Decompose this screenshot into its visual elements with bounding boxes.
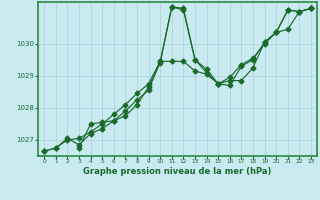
X-axis label: Graphe pression niveau de la mer (hPa): Graphe pression niveau de la mer (hPa) (84, 167, 272, 176)
